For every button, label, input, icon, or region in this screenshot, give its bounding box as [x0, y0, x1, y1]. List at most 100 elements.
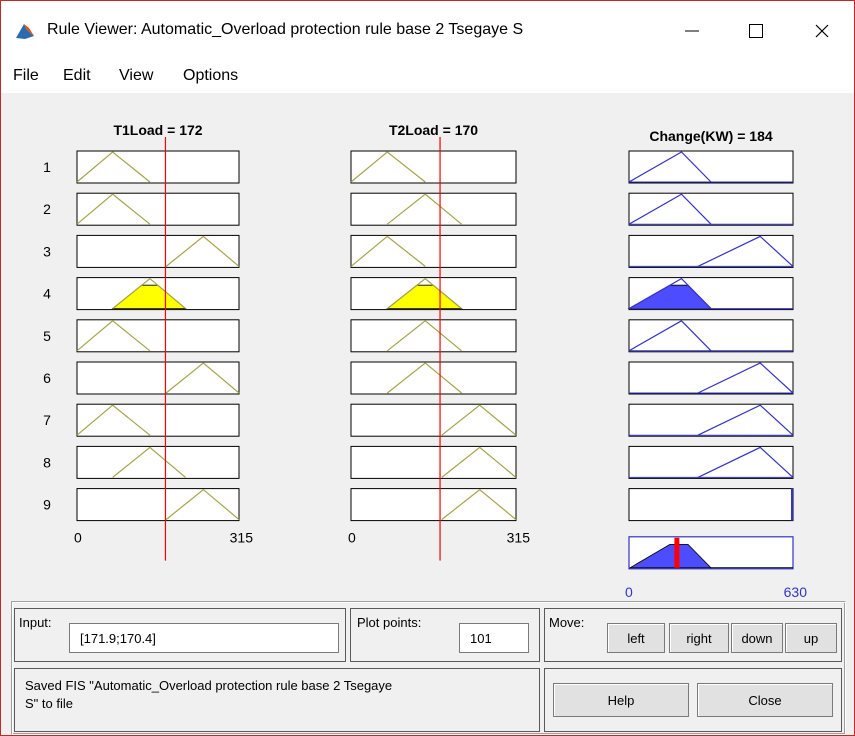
- rule-2-in2: [350, 192, 517, 226]
- axis-title-in2: T2Load = 170: [389, 122, 478, 138]
- mf-triangle: [697, 446, 794, 478]
- mf-box: [628, 488, 794, 522]
- mf-box: [76, 361, 240, 395]
- move-up-button[interactable]: up: [785, 623, 837, 653]
- rule-number: 9: [43, 497, 51, 513]
- rule-number: 8: [43, 454, 51, 470]
- mf-box: [628, 192, 794, 226]
- mf-box: [76, 445, 240, 479]
- rule-6-in1: [76, 361, 240, 395]
- status-message: Saved FIS "Automatic_Overload protection…: [25, 678, 393, 709]
- axis-min-in1: 0: [74, 530, 82, 546]
- rule-8-in1: [76, 445, 240, 479]
- rule-2-in1: [76, 192, 240, 226]
- menu-view[interactable]: View: [119, 67, 154, 84]
- rule-number: 2: [43, 201, 51, 217]
- status-frame: Saved FIS "Automatic_Overload protection…: [14, 668, 540, 732]
- rule-plots[interactable]: T1Load = 172 T2Load = 170 Change(KW) = 184…: [1, 93, 854, 599]
- help-button[interactable]: Help: [553, 683, 689, 717]
- menu-file[interactable]: File: [13, 67, 39, 84]
- menu-edit[interactable]: Edit: [63, 67, 91, 84]
- mf-triangle: [76, 320, 151, 352]
- menu-options[interactable]: Options: [183, 67, 239, 84]
- rule-1-in2: [350, 150, 517, 184]
- control-panel: Input: [171.9;170.4] Plot points: 101 Mo…: [11, 601, 846, 735]
- mf-box: [628, 361, 794, 395]
- mf-box: [76, 319, 240, 353]
- rule-7-in2: [350, 403, 517, 437]
- plot-points-frame: Plot points: 101: [350, 608, 540, 662]
- mf-box: [628, 403, 794, 437]
- window-title: Rule Viewer: Automatic_Overload protecti…: [47, 21, 524, 38]
- mf-triangle: [165, 488, 240, 521]
- mf-triangle: [697, 404, 794, 436]
- mf-box: [76, 150, 240, 184]
- rule-number: 4: [43, 286, 51, 302]
- axis-title-in1: T1Load = 172: [113, 122, 202, 138]
- rule-1-in1: [76, 150, 240, 184]
- mf-triangle: [76, 404, 151, 436]
- mf-box: [628, 445, 794, 479]
- input-frame: Input: [171.9;170.4]: [14, 608, 346, 662]
- mf-triangle: [628, 277, 712, 310]
- rule-7-in1: [76, 403, 240, 437]
- matlab-icon: [16, 24, 34, 39]
- rule-number: 5: [43, 328, 51, 344]
- move-frame: Move: left right down up: [544, 608, 842, 662]
- axis-title-out: Change(KW) = 184: [649, 128, 773, 144]
- rule-2-out: [628, 192, 794, 226]
- title-bar[interactable]: Rule Viewer: Automatic_Overload protecti…: [1, 1, 854, 57]
- input-label: Input:: [19, 615, 52, 630]
- rule-6-out: [628, 361, 794, 395]
- plot-points-field[interactable]: 101: [459, 623, 529, 653]
- rule-5-out: [628, 319, 794, 353]
- rule-9-in2: [350, 488, 517, 522]
- mf-triangle: [76, 193, 151, 225]
- close-window-button[interactable]: [791, 9, 853, 53]
- rule-5-in1: [76, 319, 240, 353]
- rule-4-out: [627, 277, 794, 311]
- aggregate-fill: [628, 543, 712, 569]
- minimize-icon: [685, 30, 699, 32]
- mf-triangle: [76, 151, 151, 183]
- mf-box: [350, 234, 517, 268]
- axis-max-in1: 315: [230, 530, 254, 546]
- rule-8-in2: [350, 445, 517, 479]
- rule-number: 6: [43, 370, 51, 386]
- mf-triangle: [386, 277, 462, 310]
- mf-box: [350, 192, 517, 226]
- rule-3-in2: [350, 234, 517, 268]
- rule-4-in1: [76, 277, 240, 311]
- mf-triangle: [628, 320, 712, 352]
- mf-triangle: [350, 235, 426, 267]
- mf-triangle: [112, 277, 186, 310]
- mf-triangle: [386, 320, 462, 352]
- mf-box: [350, 403, 517, 437]
- close-button[interactable]: Close: [697, 683, 833, 717]
- mf-box: [350, 319, 517, 353]
- rule-plot-area: T1Load = 172 T2Load = 170 Change(KW) = 184…: [1, 93, 854, 599]
- dialog-buttons-frame: Help Close: [544, 668, 842, 732]
- maximize-icon: [749, 24, 763, 38]
- rule-number: 1: [43, 159, 51, 175]
- aggregate-output: [628, 536, 794, 570]
- mf-triangle: [697, 362, 794, 394]
- minimize-button[interactable]: [661, 9, 723, 53]
- axis-max-in2: 315: [507, 530, 531, 546]
- axis-min-in2: 0: [348, 530, 356, 546]
- mf-triangle: [165, 362, 240, 394]
- mf-box: [350, 150, 517, 184]
- move-right-button[interactable]: right: [669, 623, 729, 653]
- axis-min-out: 0: [625, 584, 633, 599]
- mf-triangle: [441, 404, 517, 436]
- move-down-button[interactable]: down: [731, 623, 783, 653]
- mf-triangle: [628, 193, 712, 225]
- maximize-button[interactable]: [725, 9, 787, 53]
- mf-triangle: [697, 235, 794, 267]
- mf-box: [628, 234, 794, 268]
- input-field[interactable]: [171.9;170.4]: [69, 623, 339, 653]
- mf-triangle: [165, 235, 240, 267]
- move-left-button[interactable]: left: [607, 623, 665, 653]
- rule-9-out: [628, 488, 794, 522]
- mf-box: [76, 234, 240, 268]
